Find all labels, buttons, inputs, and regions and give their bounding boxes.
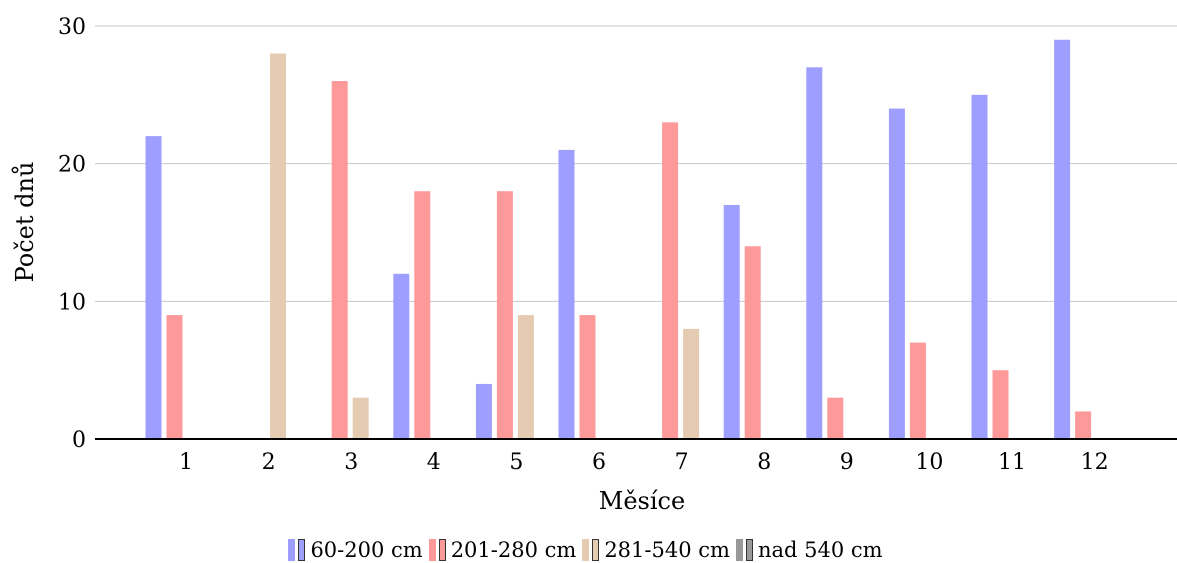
bar — [475, 383, 492, 439]
bar — [352, 397, 369, 439]
legend-swatch — [735, 538, 743, 561]
bar — [723, 204, 740, 439]
legend-label: 201-280 cm — [450, 537, 577, 562]
y-tick-labels: 0 10 20 30 — [58, 15, 86, 453]
legend-label: nad 540 cm — [757, 537, 883, 562]
bar — [827, 397, 844, 439]
bar — [270, 53, 287, 440]
y-tick-label: 0 — [72, 428, 86, 453]
y-tick-label: 10 — [58, 290, 86, 315]
bar — [662, 122, 679, 439]
bar — [1054, 39, 1071, 440]
x-tick-label: 4 — [427, 450, 441, 475]
legend-swatch — [582, 538, 590, 561]
legend-item: 60-200 cm — [288, 537, 423, 562]
bar — [145, 136, 162, 439]
bar — [683, 328, 700, 439]
x-tick-label: 2 — [262, 450, 276, 475]
x-tick-label: 7 — [675, 450, 689, 475]
x-tick-label: 6 — [592, 450, 606, 475]
x-tick-labels: 1 2 3 4 5 6 7 8 9 10 11 12 — [179, 450, 1109, 475]
legend-swatch — [592, 538, 600, 561]
legend: 60-200 cm 201-280 cm 281-540 cm nad 540 cm — [0, 536, 1177, 563]
legend-swatch — [428, 538, 436, 561]
x-tick-label: 1 — [179, 450, 193, 475]
x-tick-label: 5 — [509, 450, 523, 475]
bar — [414, 191, 431, 439]
bars — [145, 39, 1092, 440]
legend-item: 201-280 cm — [428, 537, 577, 562]
legend-swatch — [438, 538, 446, 561]
legend-item: 281-540 cm — [582, 538, 730, 562]
bar — [393, 273, 410, 439]
bar — [992, 370, 1009, 439]
y-tick-label: 20 — [58, 153, 86, 178]
x-axis-title: Měsíce — [599, 487, 685, 515]
bar — [888, 108, 905, 439]
y-tick-label: 30 — [58, 15, 86, 40]
x-tick-label: 8 — [757, 450, 771, 475]
x-tick-label: 9 — [840, 450, 854, 475]
legend-swatch — [288, 538, 296, 561]
bar — [909, 342, 926, 439]
legend-swatch — [298, 538, 306, 561]
bar — [496, 191, 513, 439]
legend-label: 60-200 cm — [310, 537, 423, 562]
legend-label: 281-540 cm — [604, 537, 730, 562]
bar — [166, 315, 183, 439]
x-tick-label: 12 — [1081, 450, 1109, 475]
legend-swatch — [745, 538, 753, 561]
bar — [1075, 411, 1092, 439]
bar — [744, 246, 761, 439]
x-tick-label: 3 — [344, 450, 358, 475]
bar — [558, 149, 575, 439]
gridlines — [95, 25, 1177, 302]
bar — [971, 94, 988, 439]
bar — [579, 315, 596, 439]
legend-item: nad 540 cm — [735, 537, 883, 562]
bar — [517, 315, 534, 439]
x-tick-label: 11 — [998, 450, 1026, 475]
bar — [806, 67, 823, 440]
bar — [331, 81, 348, 440]
x-tick-label: 10 — [915, 450, 943, 475]
y-axis-title: Počet dnů — [11, 162, 39, 283]
